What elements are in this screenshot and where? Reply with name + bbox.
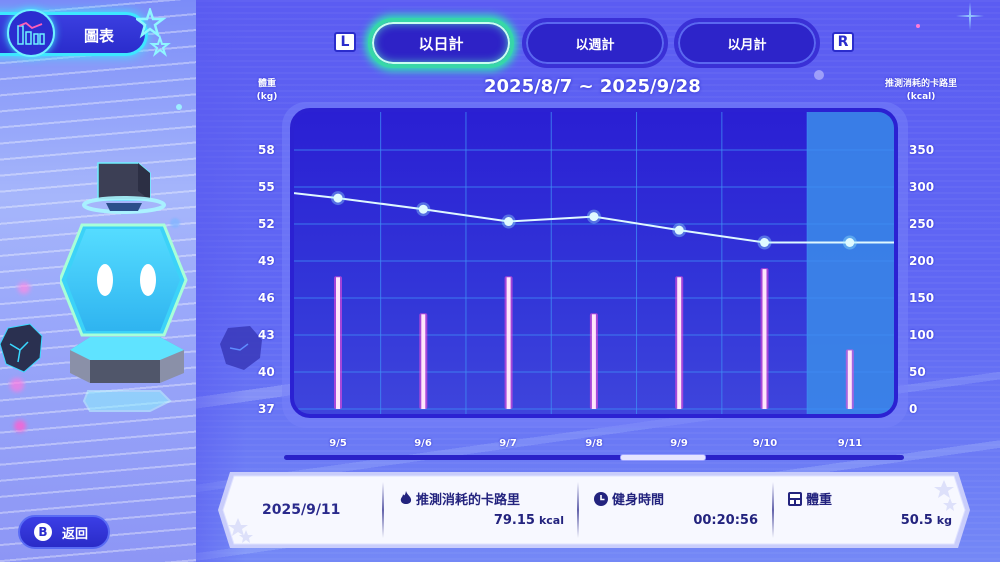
page-title: 圖表 xyxy=(84,27,115,45)
chart-plot xyxy=(294,112,894,414)
b-button-icon: B xyxy=(34,523,52,541)
workout-time-value: 00:20:56 xyxy=(693,513,758,528)
r-button-hint[interactable]: R xyxy=(832,32,854,52)
star-icon xyxy=(136,8,171,57)
x-label: 9/9 xyxy=(670,438,688,449)
x-label: 9/5 xyxy=(329,438,347,449)
divider xyxy=(772,482,774,538)
chart-icon xyxy=(7,9,55,57)
y-tick-left: 58 xyxy=(258,143,275,157)
chart-scrollbar[interactable] xyxy=(284,454,904,461)
y-tick-right: 350 xyxy=(909,143,935,157)
y-tick-right: 300 xyxy=(909,180,935,194)
y-tick-left: 46 xyxy=(258,291,275,305)
weight-value: 50.5 kg xyxy=(856,513,952,528)
y-tick-left: 43 xyxy=(258,328,275,342)
left-axis-title-line1: 體重 xyxy=(257,79,276,89)
tab-weekly[interactable]: 以週計 xyxy=(522,18,668,68)
l-button-hint[interactable]: L xyxy=(334,32,356,52)
back-button[interactable]: B 返回 xyxy=(18,515,110,549)
calories-label: 推測消耗的卡路里 xyxy=(400,489,520,508)
left-axis-title: 體重 (kg) xyxy=(252,78,282,104)
y-tick-right: 100 xyxy=(909,328,935,342)
glow-dot xyxy=(814,70,824,80)
rock-icon xyxy=(220,326,262,370)
right-axis-title-line1: 推測消耗的卡路里 xyxy=(884,79,957,89)
x-label: 9/6 xyxy=(414,438,432,449)
weight-unit: kg xyxy=(936,514,952,527)
workout-time-label-text: 健身時間 xyxy=(612,493,665,508)
clock-icon xyxy=(594,491,608,506)
y-tick-left: 40 xyxy=(258,365,275,379)
x-label: 9/8 xyxy=(585,438,603,449)
workout-time-label: 健身時間 xyxy=(594,489,664,508)
chart-area[interactable] xyxy=(290,108,898,418)
y-tick-left: 52 xyxy=(258,217,275,231)
tab-monthly[interactable]: 以月計 xyxy=(674,18,820,68)
y-tick-left: 37 xyxy=(258,402,275,416)
y-tick-right: 0 xyxy=(909,402,918,416)
weight-label: 體重 xyxy=(788,489,832,508)
left-axis-title-line2: (kg) xyxy=(256,92,278,102)
back-label: 返回 xyxy=(62,526,89,542)
divider xyxy=(382,482,384,538)
right-axis-title: 推測消耗的卡路里 (kcal) xyxy=(866,78,976,104)
calories-number: 79.15 xyxy=(493,513,535,528)
date-range-title: 2025/8/7 ~ 2025/9/28 xyxy=(484,76,701,97)
calories-value: 79.15 kcal xyxy=(466,513,564,528)
weight-label-text: 體重 xyxy=(806,493,833,508)
y-tick-left: 49 xyxy=(258,254,275,268)
divider xyxy=(577,482,579,538)
details-panel: 2025/9/11 推測消耗的卡路里 79.15 kcal 健身時間 00:20:… xyxy=(216,470,972,550)
flame-icon xyxy=(400,491,412,504)
y-tick-right: 50 xyxy=(909,365,926,379)
y-tick-right: 250 xyxy=(909,217,935,231)
stage-shade xyxy=(196,0,246,562)
calories-unit: kcal xyxy=(538,514,564,527)
glow-dot xyxy=(916,24,920,28)
x-label: 9/10 xyxy=(752,438,778,449)
y-tick-right: 150 xyxy=(909,291,935,305)
tab-daily[interactable]: 以日計 xyxy=(368,18,514,68)
glow-dot xyxy=(170,218,180,228)
y-tick-left: 55 xyxy=(258,180,275,194)
glow-dot xyxy=(18,282,30,294)
right-axis-title-line2: (kcal) xyxy=(906,92,936,102)
y-tick-right: 200 xyxy=(909,254,935,268)
weight-number: 50.5 xyxy=(900,513,933,528)
rock-icon xyxy=(0,323,43,373)
sparkle-icon xyxy=(956,2,984,30)
character-icon xyxy=(60,162,188,412)
glow-dot xyxy=(10,378,24,392)
x-label: 9/11 xyxy=(837,438,863,449)
glow-dot xyxy=(176,104,182,110)
scale-icon xyxy=(788,491,802,506)
scrollbar-thumb[interactable] xyxy=(620,454,706,461)
x-label: 9/7 xyxy=(499,438,517,449)
selected-date: 2025/9/11 xyxy=(262,502,341,518)
glow-dot xyxy=(14,420,26,432)
calories-label-text: 推測消耗的卡路里 xyxy=(416,493,521,508)
